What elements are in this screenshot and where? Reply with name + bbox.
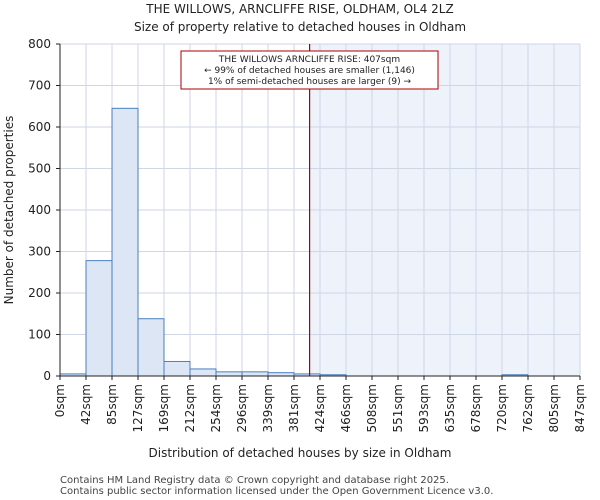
x-tick-label: 296sqm	[235, 384, 249, 432]
x-tick-label: 42sqm	[79, 384, 93, 425]
annotation-box	[180, 50, 439, 90]
y-tick-label: 200	[28, 286, 51, 300]
x-tick-label: 847sqm	[573, 384, 587, 432]
annotation-line-3: 1% of semi-detached houses are larger (9…	[208, 77, 412, 87]
x-tick-label: 254sqm	[209, 384, 223, 432]
histogram-bar	[215, 371, 243, 377]
x-tick-label: 762sqm	[521, 384, 535, 432]
x-tick-label: 339sqm	[261, 384, 275, 432]
x-axis-label: Distribution of detached houses by size …	[149, 446, 452, 460]
x-tick-label: 805sqm	[547, 384, 561, 432]
x-tick-label: 508sqm	[365, 384, 379, 432]
y-axis-label: Number of detached properties	[2, 116, 16, 305]
x-tick-label: 551sqm	[391, 384, 405, 432]
histogram-bar	[189, 368, 217, 377]
x-tick-label: 169sqm	[157, 384, 171, 432]
y-tick-label: 300	[28, 245, 51, 259]
y-tick-label: 600	[28, 120, 51, 134]
histogram-bar	[163, 360, 191, 377]
histogram-bar	[85, 260, 113, 377]
annotation-line-2: ← 99% of detached houses are smaller (1,…	[204, 66, 415, 76]
histogram-bar	[241, 371, 269, 377]
y-tick-label: 0	[43, 369, 51, 383]
x-tick-label: 424sqm	[313, 384, 327, 432]
y-tick-label: 800	[28, 37, 51, 51]
footer-line-2: Contains public sector information licen…	[60, 486, 493, 497]
chart-title: THE WILLOWS, ARNCLIFFE RISE, OLDHAM, OL4…	[145, 2, 453, 16]
y-tick-label: 400	[28, 203, 51, 217]
y-tick-label: 500	[28, 162, 51, 176]
chart-subtitle: Size of property relative to detached ho…	[134, 20, 466, 34]
x-tick-label: 212sqm	[183, 384, 197, 432]
histogram-bar	[111, 107, 139, 377]
x-tick-label: 466sqm	[339, 384, 353, 432]
x-tick-label: 127sqm	[131, 384, 145, 432]
marker-annotation: THE WILLOWS ARNCLIFFE RISE: 407sqm ← 99%…	[180, 50, 439, 90]
x-tick-label: 635sqm	[443, 384, 457, 432]
y-tick-label: 100	[28, 328, 51, 342]
x-tick-label: 85sqm	[105, 384, 119, 425]
x-tick-label: 678sqm	[469, 384, 483, 432]
annotation-line-1: THE WILLOWS ARNCLIFFE RISE: 407sqm	[218, 55, 400, 65]
x-tick-label: 593sqm	[417, 384, 431, 432]
y-tick-label: 700	[28, 79, 51, 93]
x-tick-label: 720sqm	[495, 384, 509, 432]
x-tick-label: 381sqm	[287, 384, 301, 432]
x-tick-label: 0sqm	[53, 384, 67, 417]
histogram-bar	[137, 318, 165, 377]
footer-line-1: Contains HM Land Registry data © Crown c…	[60, 475, 449, 486]
